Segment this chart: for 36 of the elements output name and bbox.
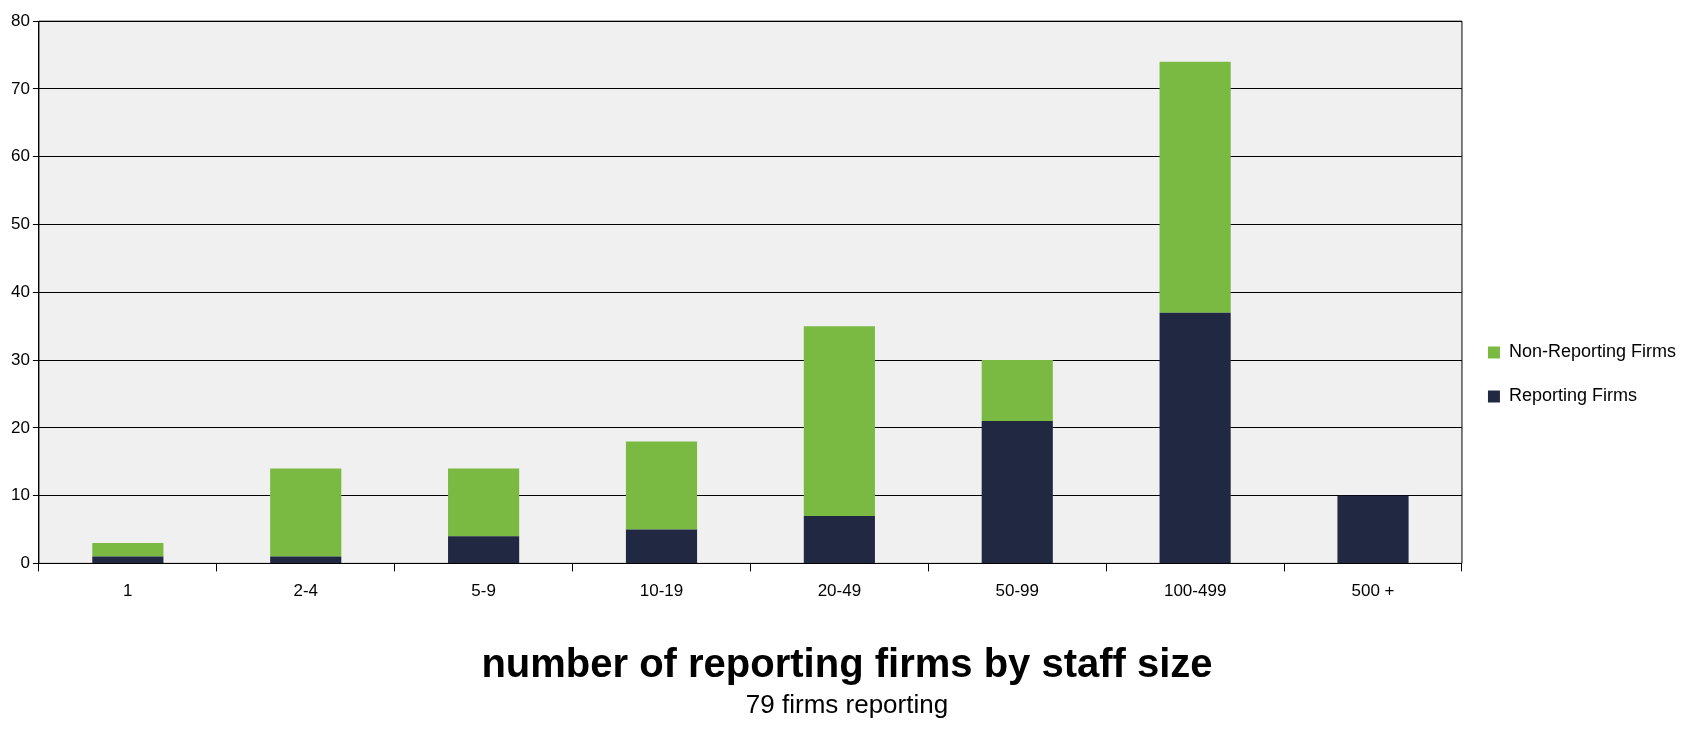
legend-label: Reporting Firms xyxy=(1508,385,1637,406)
x-tick-label: 1 xyxy=(123,581,133,601)
bar xyxy=(92,556,164,563)
bar xyxy=(981,360,1053,422)
bar xyxy=(1159,312,1231,563)
bar xyxy=(625,441,698,530)
text: 79 firms reporting xyxy=(745,688,949,719)
y-tick-label: 20 xyxy=(10,417,30,437)
x-tick-label: 20-49 xyxy=(817,581,862,601)
y-tick-label: 40 xyxy=(10,281,30,301)
legend-label: Non-Reporting Firms xyxy=(1508,341,1676,362)
y-tick-label: 30 xyxy=(10,349,30,369)
bar xyxy=(270,556,342,563)
bar xyxy=(803,515,875,563)
x-tick-label: 10-19 xyxy=(639,581,684,601)
bar xyxy=(270,468,342,557)
x-tick-label: 50-99 xyxy=(995,581,1039,601)
x-tick-label: 100-499 xyxy=(1163,581,1227,601)
bar xyxy=(625,529,698,563)
bar xyxy=(1337,495,1409,563)
bar xyxy=(92,543,164,557)
bar xyxy=(448,468,520,537)
bar xyxy=(448,536,520,563)
bar xyxy=(981,421,1053,563)
x-tick-label: 2-4 xyxy=(293,581,319,601)
x-tick-label: 500 + xyxy=(1351,581,1395,601)
y-tick-label: 70 xyxy=(10,78,30,98)
text: number of reporting firms by staff size xyxy=(481,640,1213,685)
x-tick-label: 5-9 xyxy=(471,581,496,601)
y-tick-label: 0 xyxy=(20,553,30,573)
y-tick-label: 50 xyxy=(10,214,30,234)
y-tick-label: 80 xyxy=(10,10,30,30)
y-tick-label: 60 xyxy=(10,146,30,166)
bar xyxy=(803,326,875,516)
bar xyxy=(1159,61,1231,313)
y-tick-label: 10 xyxy=(10,485,30,505)
